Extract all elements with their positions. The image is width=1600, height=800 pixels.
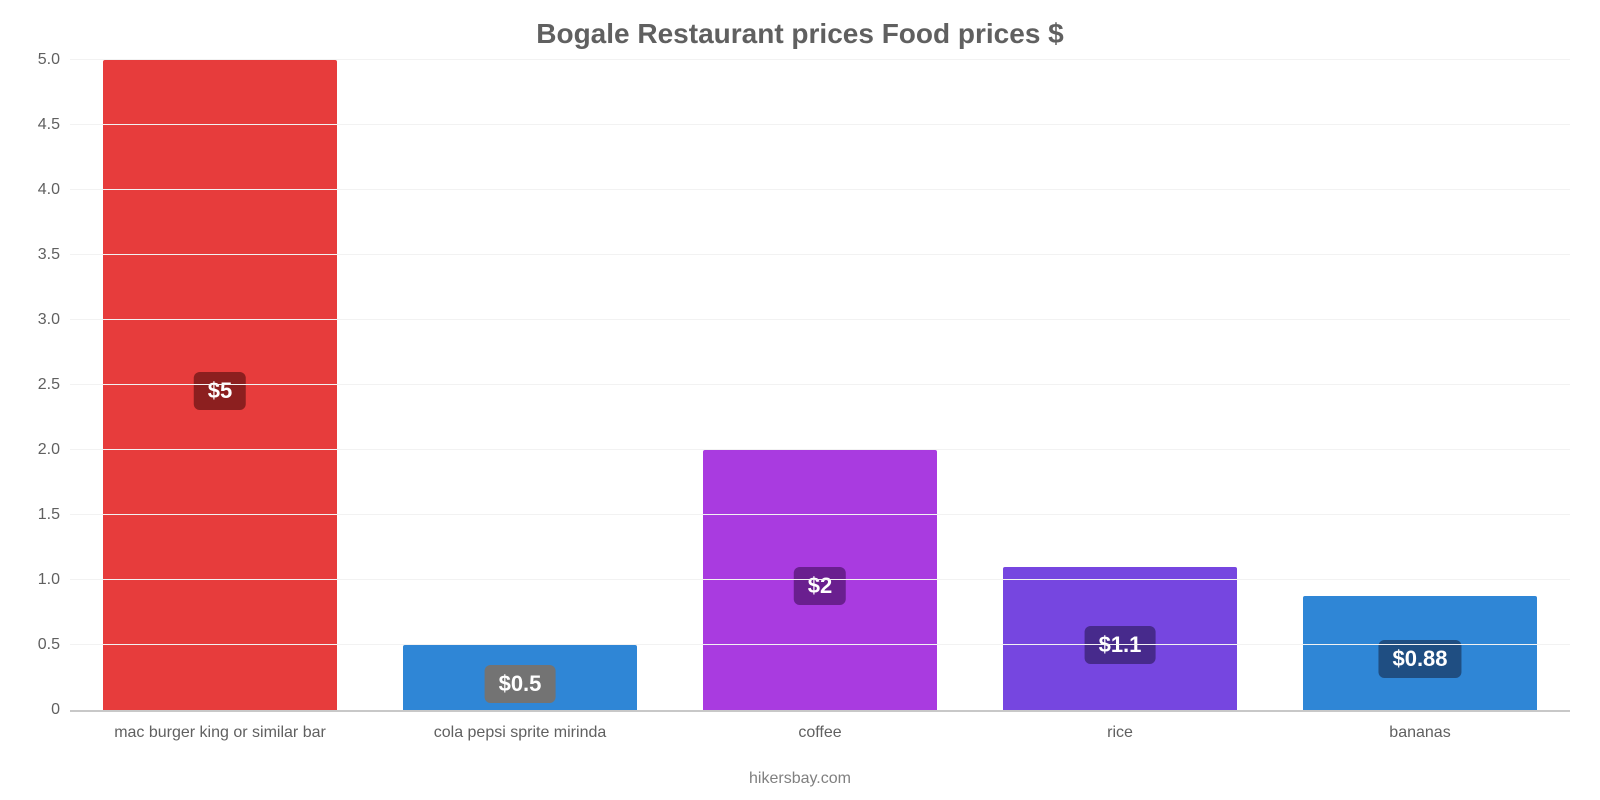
x-axis-label: rice: [970, 712, 1270, 752]
bar-slot: $1.1: [970, 60, 1270, 710]
value-badge: $0.88: [1378, 640, 1461, 678]
y-tick-label: 3.0: [38, 311, 70, 329]
value-badge: $0.5: [485, 665, 556, 703]
grid-line: [70, 254, 1570, 255]
y-tick-label: 2.0: [38, 441, 70, 459]
value-badge: $5: [194, 372, 246, 410]
bars-container: $5 $0.5 $2 $1.1 $0.88: [70, 60, 1570, 710]
x-axis-labels: mac burger king or similar barcola pepsi…: [70, 712, 1570, 752]
grid-line: [70, 449, 1570, 450]
y-tick-label: 1.5: [38, 506, 70, 524]
x-axis-label: coffee: [670, 712, 970, 752]
grid-line: [70, 384, 1570, 385]
y-tick-label: 4.5: [38, 116, 70, 134]
grid-line: [70, 124, 1570, 125]
x-axis-label: bananas: [1270, 712, 1570, 752]
x-axis-label: cola pepsi sprite mirinda: [370, 712, 670, 752]
grid-line: [70, 644, 1570, 645]
grid-line: [70, 514, 1570, 515]
grid-line: [70, 579, 1570, 580]
chart-credit: hikersbay.com: [0, 770, 1600, 788]
y-tick-label: 1.0: [38, 571, 70, 589]
value-badge: $2: [794, 567, 846, 605]
x-axis-label: mac burger king or similar bar: [70, 712, 370, 752]
bar-slot: $5: [70, 60, 370, 710]
grid-line: [70, 319, 1570, 320]
y-tick-label: 3.5: [38, 246, 70, 264]
grid-line: [70, 189, 1570, 190]
y-tick-label: 5.0: [38, 51, 70, 69]
y-tick-label: 0.5: [38, 636, 70, 654]
bar-slot: $2: [670, 60, 970, 710]
bar-slot: $0.88: [1270, 60, 1570, 710]
price-bar-chart: Bogale Restaurant prices Food prices $ $…: [0, 0, 1600, 800]
chart-title: Bogale Restaurant prices Food prices $: [0, 18, 1600, 50]
y-tick-label: 0: [51, 701, 70, 719]
y-tick-label: 2.5: [38, 376, 70, 394]
plot-area: $5$0.5$2$1.1$0.88 00.51.01.52.02.53.03.5…: [70, 60, 1570, 712]
y-tick-label: 4.0: [38, 181, 70, 199]
grid-line: [70, 59, 1570, 60]
bar-slot: $0.5: [370, 60, 670, 710]
